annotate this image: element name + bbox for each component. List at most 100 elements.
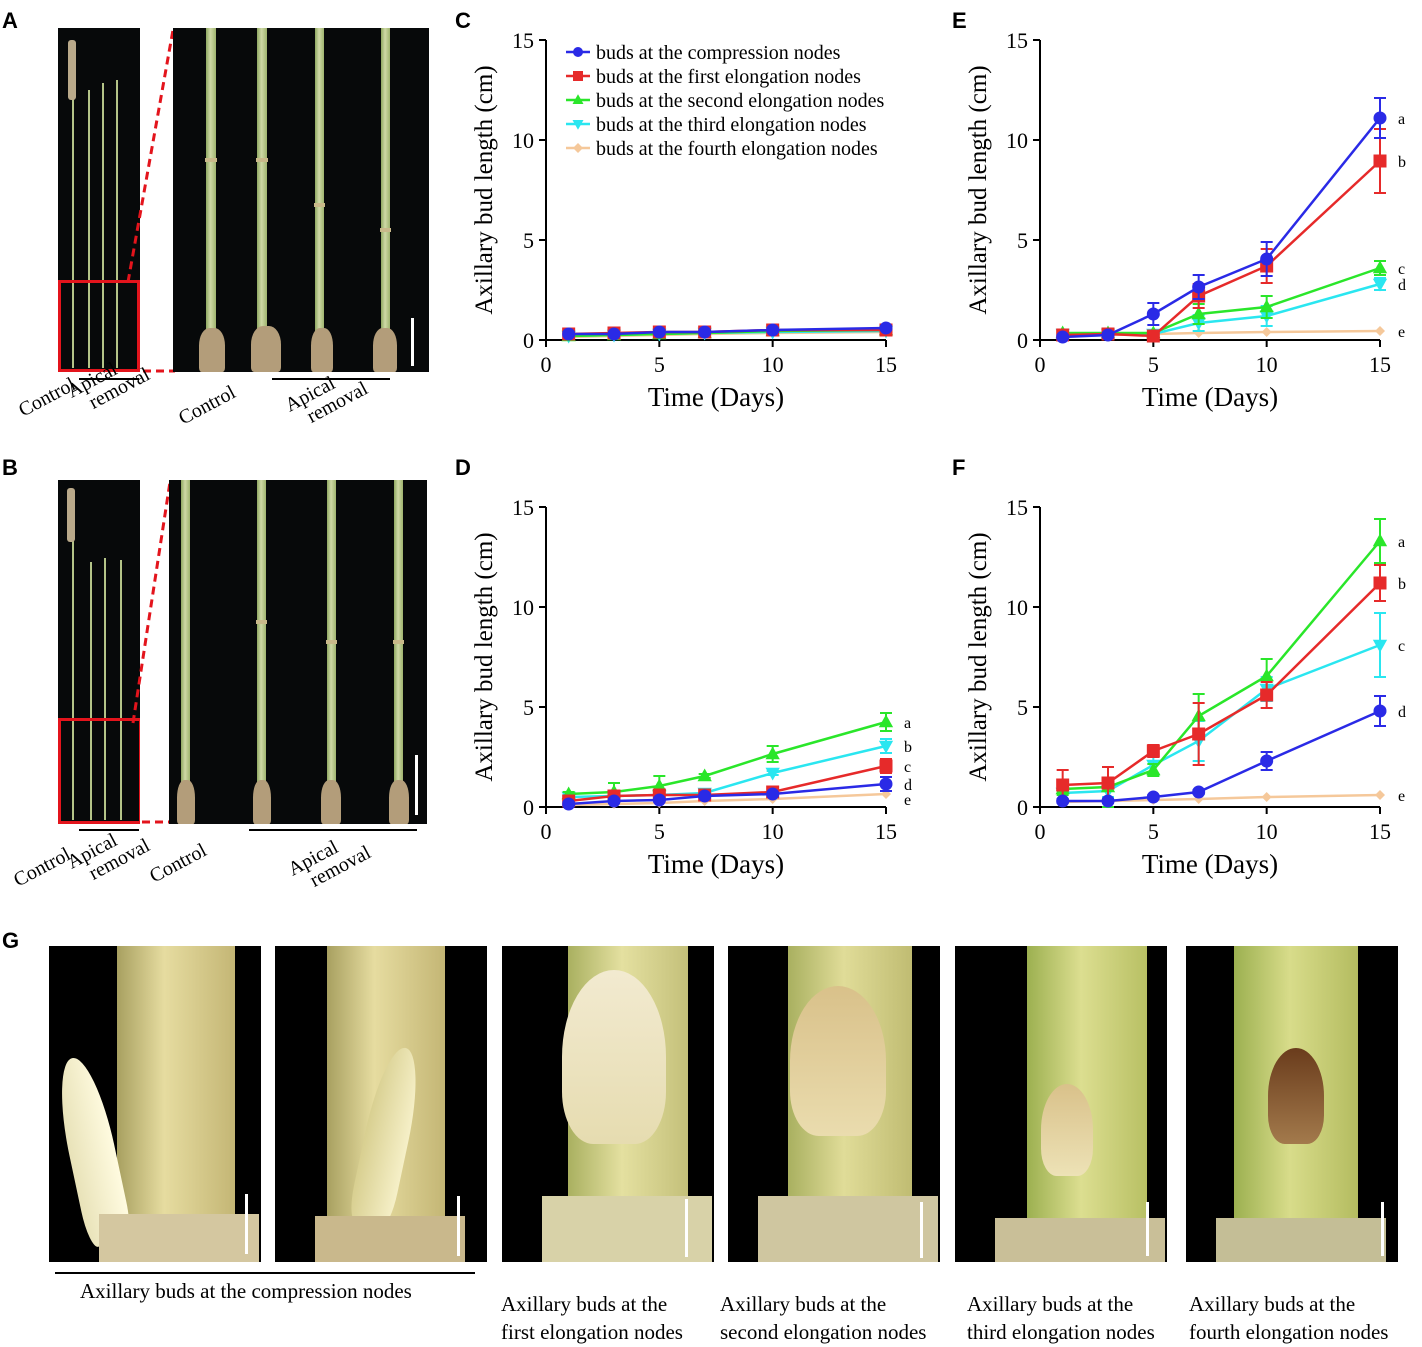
legend-label: buds at the third elongation nodes [596, 114, 867, 136]
panel-label-e: E [952, 8, 967, 33]
data-point [1373, 154, 1387, 168]
chart-e: 0 5 10 15 0 5 10 15 Time (Days) Axillary bud leng… [965, 28, 1406, 412]
underline [79, 829, 139, 831]
series-line-2 [1062, 582, 1381, 787]
caption-compression: Axillary buds at the compression nodes [80, 1279, 412, 1303]
data-point [766, 787, 780, 801]
x-tick-label: 0 [1035, 352, 1046, 377]
g-photo-compression-2 [275, 946, 487, 1262]
legend-marker [573, 143, 583, 153]
series-line-4 [1062, 643, 1381, 795]
data-point [1372, 260, 1388, 274]
panel-a-zoom-photo [173, 28, 429, 372]
x-axis-label: Time (Days) [648, 849, 784, 879]
data-point [1372, 533, 1388, 547]
significance-letter: e [904, 792, 911, 809]
y-tick-label: 15 [512, 495, 534, 520]
y-tick-label: 15 [1006, 28, 1028, 53]
y-axis-label: Axillary bud length (cm) [471, 532, 498, 781]
data-point [1372, 639, 1388, 653]
data-point [1373, 704, 1387, 718]
legend-label: buds at the fourth elongation nodes [596, 138, 878, 160]
data-point [1261, 327, 1272, 337]
series-line-1 [1062, 709, 1381, 803]
significance-letter: d [904, 777, 912, 794]
panel-label-d: D [455, 455, 471, 480]
data-point [562, 327, 576, 341]
caption-first: Axillary buds at the first elongation nod… [501, 1292, 683, 1344]
significance-letter: c [1398, 638, 1405, 655]
data-point [1056, 330, 1070, 344]
significance-letter: a [1398, 534, 1405, 551]
x-tick-label: 5 [654, 819, 665, 844]
data-point [1146, 329, 1160, 343]
x-tick-label: 5 [1148, 352, 1159, 377]
y-tick-label: 10 [512, 595, 534, 620]
y-tick-label: 10 [1006, 595, 1028, 620]
data-point [1101, 328, 1115, 342]
series-line-3 [1062, 540, 1381, 791]
series-line-4 [1062, 282, 1381, 336]
caption-third: Axillary buds at the third elongation nod… [967, 1292, 1155, 1344]
series-line-2 [568, 764, 887, 803]
y-tick-label: 0 [1017, 328, 1028, 353]
underline [249, 829, 417, 831]
x-tick-label: 10 [762, 352, 784, 377]
x-tick-label: 15 [875, 819, 897, 844]
data-point [1373, 111, 1387, 125]
x-tick-label: 15 [1369, 819, 1391, 844]
data-point [765, 746, 780, 760]
data-point [697, 768, 712, 782]
data-point [1192, 785, 1206, 799]
legend-marker [572, 120, 584, 130]
underline [79, 378, 139, 380]
panel-label-g: G [2, 928, 20, 953]
x-tick-label: 10 [1256, 352, 1278, 377]
significance-letter: a [1398, 111, 1405, 128]
y-tick-label: 5 [1017, 695, 1028, 720]
data-point [878, 740, 894, 754]
zoom-connector [131, 481, 172, 824]
x-tick-label: 0 [541, 352, 552, 377]
data-point [1373, 576, 1387, 590]
data-point [698, 789, 712, 803]
g-photo-fourth [1186, 946, 1398, 1262]
y-tick-label: 5 [523, 695, 534, 720]
significance-letter: b [1398, 576, 1406, 593]
legend-label: buds at the first elongation nodes [596, 66, 861, 88]
y-axis-label: Axillary bud length (cm) [965, 532, 992, 781]
x-tick-label: 15 [1369, 352, 1391, 377]
data-point [1259, 299, 1274, 313]
data-point [1260, 754, 1274, 768]
legend-marker [573, 47, 583, 57]
data-point [879, 777, 893, 791]
data-point [652, 325, 666, 339]
data-point [879, 759, 893, 773]
significance-letter: e [1398, 788, 1405, 805]
data-point [1192, 727, 1206, 741]
data-point [1191, 306, 1206, 320]
panel-b-zoom-photo [169, 480, 427, 824]
data-point [1146, 307, 1160, 321]
data-point [1056, 794, 1070, 808]
series-line-1 [1062, 117, 1381, 339]
label-control: Control [146, 839, 211, 888]
significance-letter: e [1398, 324, 1405, 341]
y-tick-label: 0 [1017, 795, 1028, 820]
data-point [607, 794, 621, 808]
x-axis-label: Time (Days) [1142, 849, 1278, 879]
panel-label-a: A [2, 8, 18, 33]
data-point [1101, 776, 1115, 790]
data-point [765, 767, 780, 781]
data-point [879, 321, 893, 335]
y-axis-label: Axillary bud length (cm) [965, 65, 992, 314]
data-point [698, 325, 712, 339]
significance-letter: b [904, 739, 912, 756]
g-photo-compression-1 [49, 946, 261, 1262]
x-tick-label: 5 [654, 352, 665, 377]
panel-label-f: F [952, 455, 966, 480]
data-point [1056, 778, 1070, 792]
data-point [1192, 280, 1206, 294]
chart-d: 0 5 10 15 0 5 10 15 Time (Days) Axillary bud leng… [471, 495, 912, 879]
data-point [607, 327, 621, 341]
